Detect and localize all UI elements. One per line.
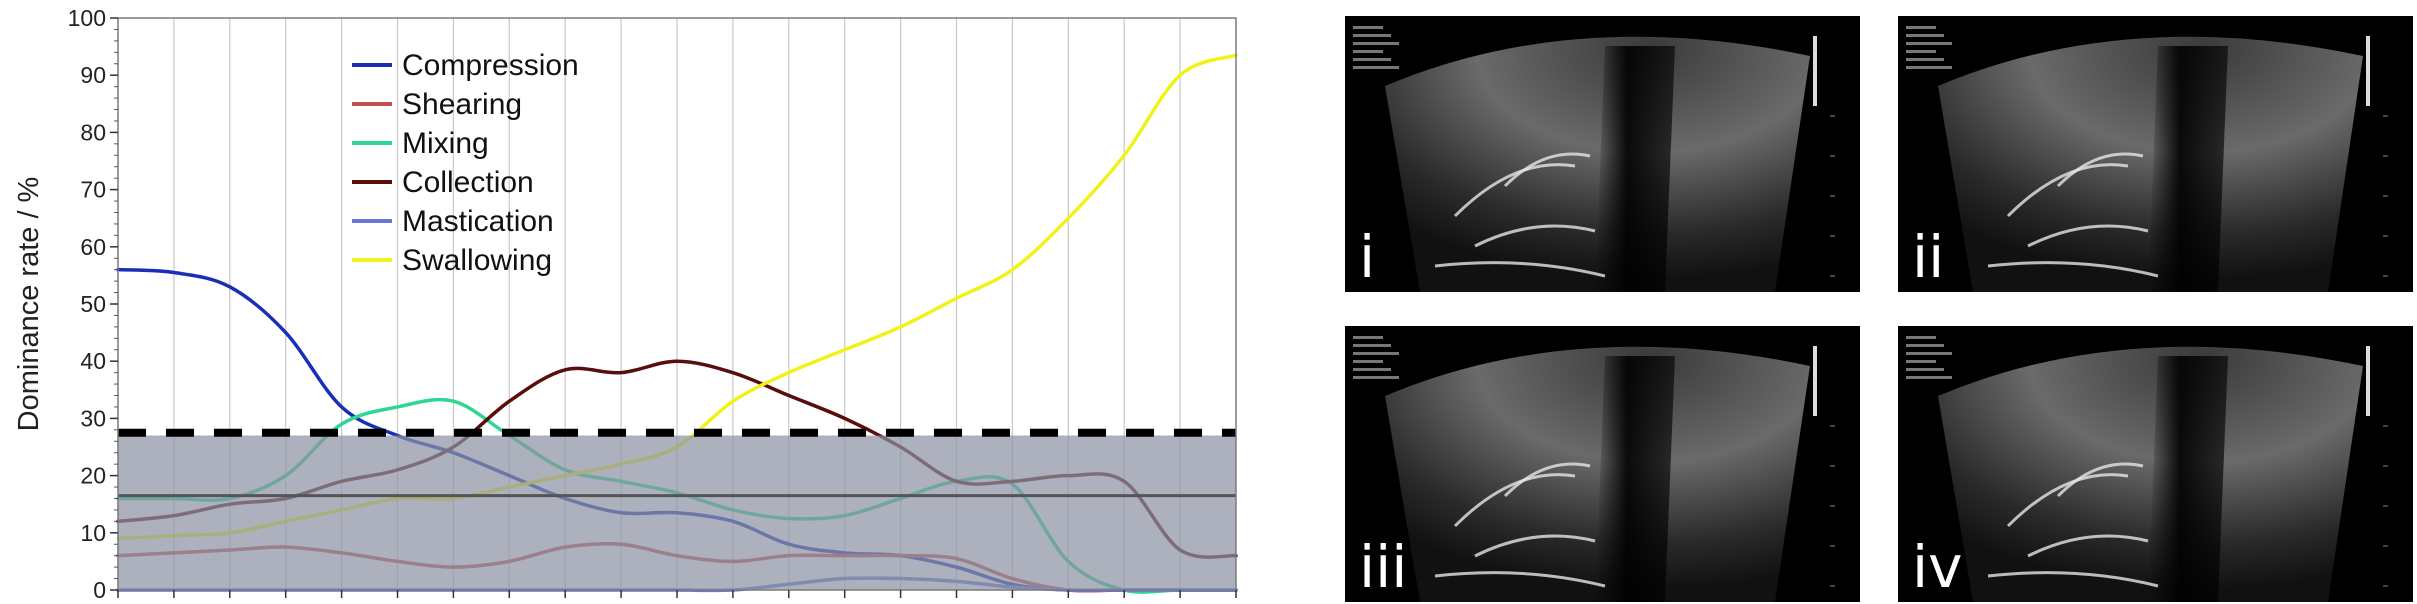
tissue-echo	[1987, 261, 2159, 278]
tissue-echo	[1453, 473, 1576, 528]
header-text-mark	[1353, 66, 1399, 69]
legend-label-mastication: Mastication	[402, 205, 554, 238]
ultrasound-image-ii: ii	[1898, 16, 2413, 292]
header-text-mark	[1353, 26, 1383, 29]
scan-sector	[1385, 346, 1810, 602]
header-text-mark	[1906, 352, 1952, 355]
header-text-mark	[1906, 34, 1944, 37]
header-text-mark	[1353, 50, 1383, 53]
tissue-echo	[1503, 152, 1591, 188]
acoustic-shadow	[2148, 46, 2228, 292]
image-label: ii	[1912, 223, 1945, 291]
header-text-mark	[1353, 42, 1399, 45]
y-tick-label: 0	[93, 577, 106, 603]
tissue-echo	[1453, 163, 1576, 218]
y-tick-label: 20	[80, 463, 106, 489]
tissue-echo	[1434, 261, 1606, 278]
ultrasound-scan	[1906, 26, 2388, 292]
acoustic-shadow	[1595, 46, 1675, 292]
legend-label-shearing: Shearing	[402, 88, 522, 121]
header-text-mark	[1906, 376, 1952, 379]
header-text-mark	[1353, 352, 1399, 355]
tissue-echo	[1503, 462, 1591, 498]
legend-label-collection: Collection	[402, 166, 534, 199]
y-tick-label: 50	[80, 291, 106, 317]
image-label: iv	[1912, 533, 1963, 601]
header-text-mark	[1906, 58, 1944, 61]
image-label: iii	[1359, 533, 1408, 601]
y-tick-label: 40	[80, 348, 106, 374]
y-tick-label: 90	[80, 62, 106, 88]
legend-label-swallowing: Swallowing	[402, 244, 552, 277]
legend-label-compression: Compression	[402, 49, 579, 82]
y-tick-label: 100	[68, 5, 106, 31]
header-text-mark	[1353, 344, 1391, 347]
header-text-mark	[1906, 42, 1952, 45]
tissue-echo	[2056, 152, 2144, 188]
header-text-mark	[1906, 66, 1952, 69]
acoustic-shadow	[2148, 356, 2228, 602]
acoustic-shadow	[1595, 356, 1675, 602]
tissue-echo	[2006, 163, 2129, 218]
tissue-echo	[2027, 224, 2149, 248]
ultrasound-image-iii: iii	[1345, 326, 1860, 602]
header-text-mark	[1353, 58, 1391, 61]
ultrasound-image-i: i	[1345, 16, 1860, 292]
tissue-echo	[2006, 473, 2129, 528]
y-axis-label: Dominance rate / %	[13, 177, 45, 432]
header-text-mark	[1353, 336, 1383, 339]
scan-sector	[1938, 346, 2363, 602]
header-text-mark	[1353, 34, 1391, 37]
tissue-echo	[1474, 534, 1596, 558]
header-text-mark	[1353, 360, 1383, 363]
tissue-echo	[1474, 224, 1596, 248]
scan-sector	[1385, 36, 1810, 292]
legend-label-mixing: Mixing	[402, 127, 489, 160]
tissue-echo	[1434, 571, 1606, 588]
image-label: i	[1359, 223, 1376, 291]
tissue-echo	[2056, 462, 2144, 498]
y-tick-label: 10	[80, 520, 106, 546]
y-tick-label: 60	[80, 234, 106, 260]
shaded-region	[118, 435, 1236, 590]
ultrasound-image-iv: iv	[1898, 326, 2413, 602]
scan-sector	[1938, 36, 2363, 292]
header-text-mark	[1906, 360, 1936, 363]
header-text-mark	[1906, 50, 1936, 53]
tissue-echo	[1987, 571, 2159, 588]
y-tick-label: 80	[80, 119, 106, 145]
line-chart: 0 10 20 30 40 50 60 70 80 90 100 Dominance rate / %…	[13, 5, 1238, 603]
y-tick-label: 70	[80, 177, 106, 203]
tissue-echo	[2027, 534, 2149, 558]
header-text-mark	[1353, 368, 1391, 371]
header-text-mark	[1906, 344, 1944, 347]
ultrasound-scan	[1353, 26, 1835, 292]
header-text-mark	[1353, 376, 1399, 379]
ultrasound-scan	[1353, 336, 1835, 602]
header-text-mark	[1906, 26, 1936, 29]
ultrasound-scan	[1906, 336, 2388, 602]
header-text-mark	[1906, 336, 1936, 339]
y-tick-label: 30	[80, 405, 106, 431]
header-text-mark	[1906, 368, 1944, 371]
